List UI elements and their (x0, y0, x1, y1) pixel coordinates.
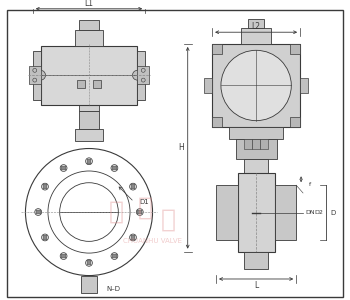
Bar (275, 185, 296, 240)
Text: L: L (254, 281, 258, 290)
Circle shape (133, 70, 142, 80)
Circle shape (36, 70, 46, 80)
Bar (81, 276, 97, 293)
Bar (252, 139, 260, 149)
Bar (290, 44, 300, 54)
Bar (236, 139, 276, 159)
Bar (79, 104, 99, 111)
Bar (112, 254, 117, 259)
Bar (204, 78, 212, 93)
Bar (212, 44, 300, 127)
Circle shape (221, 50, 291, 121)
Text: 阀: 阀 (161, 208, 176, 232)
Text: L2: L2 (252, 22, 261, 31)
Bar (290, 117, 300, 127)
Bar (137, 51, 145, 100)
Bar (248, 19, 264, 28)
Bar (77, 80, 85, 88)
Bar (93, 80, 101, 88)
Bar (300, 78, 308, 93)
Text: D: D (330, 209, 336, 215)
Bar (79, 20, 99, 30)
Bar (137, 210, 142, 214)
Bar (43, 235, 48, 240)
Bar (229, 127, 283, 139)
Bar (33, 51, 41, 100)
Bar (43, 184, 48, 189)
Bar (244, 139, 252, 149)
Bar (131, 184, 135, 189)
Bar (238, 173, 275, 252)
Text: N–D: N–D (107, 286, 121, 292)
Bar (86, 260, 91, 265)
Text: 沦: 沦 (138, 195, 153, 219)
Bar (86, 159, 91, 164)
Text: D1: D1 (139, 199, 149, 205)
Text: D2: D2 (315, 210, 324, 215)
Bar (41, 46, 137, 104)
Bar (79, 111, 99, 129)
Bar (75, 30, 103, 46)
Bar (212, 117, 222, 127)
Text: CHUANHU VALVE: CHUANHU VALVE (123, 238, 182, 244)
Bar (75, 129, 103, 141)
Bar (61, 166, 66, 170)
Bar (260, 139, 268, 149)
Bar (212, 44, 222, 54)
Text: f: f (309, 182, 311, 187)
Bar (131, 235, 135, 240)
Bar (29, 66, 41, 84)
Bar (216, 185, 238, 240)
Bar (241, 28, 271, 44)
Text: 川: 川 (109, 200, 124, 224)
Bar (244, 252, 268, 269)
Bar (36, 210, 41, 214)
Bar (137, 66, 149, 84)
Text: L1: L1 (84, 0, 93, 8)
Bar (61, 254, 66, 259)
Bar (244, 159, 268, 173)
Text: H: H (178, 143, 184, 152)
Bar (112, 166, 117, 170)
Text: DN: DN (305, 210, 315, 215)
